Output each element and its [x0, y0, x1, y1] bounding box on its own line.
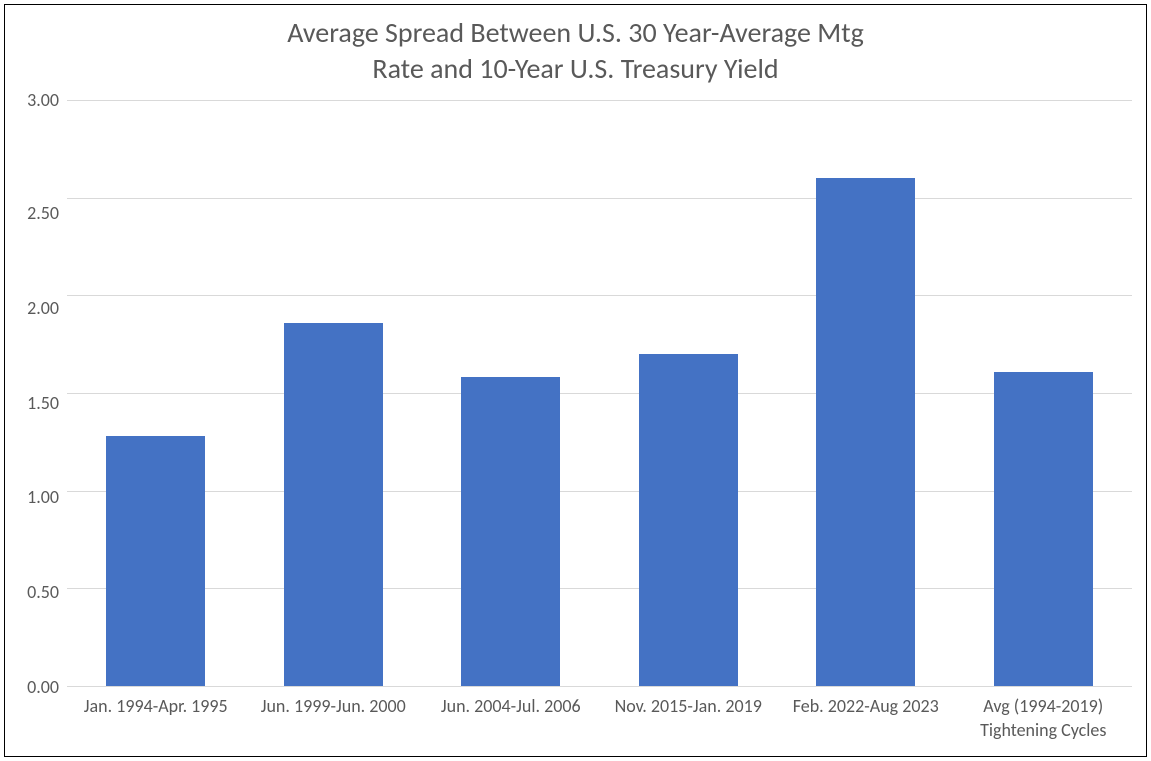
- bar-slot: [955, 100, 1133, 686]
- y-tick: 0.50: [27, 583, 59, 601]
- bar: [639, 354, 738, 686]
- bars-row: [67, 100, 1132, 686]
- y-tick: 0.00: [27, 678, 59, 696]
- bar: [461, 377, 560, 686]
- chart-title: Average Spread Between U.S. 30 Year-Aver…: [19, 15, 1132, 88]
- plot-area: 3.00 2.50 2.00 1.50 1.00 0.50 0.00 Jan. …: [19, 100, 1132, 742]
- bar: [106, 436, 205, 686]
- bar-slot: [67, 100, 245, 686]
- chart-container: Average Spread Between U.S. 30 Year-Aver…: [4, 4, 1147, 757]
- x-axis: Jan. 1994-Apr. 1995Jun. 1999-Jun. 2000Ju…: [19, 687, 1132, 742]
- y-tick: 1.00: [27, 488, 59, 506]
- y-tick: 3.00: [27, 91, 59, 109]
- y-tick: 2.50: [27, 204, 59, 222]
- bar-slot: [777, 100, 955, 686]
- x-labels: Jan. 1994-Apr. 1995Jun. 1999-Jun. 2000Ju…: [67, 687, 1132, 742]
- bar: [284, 323, 383, 687]
- plot-grid: 3.00 2.50 2.00 1.50 1.00 0.50 0.00: [19, 100, 1132, 687]
- bar: [816, 178, 915, 686]
- y-tick: 2.00: [27, 299, 59, 317]
- bar-slot: [422, 100, 600, 686]
- y-tick: 1.50: [27, 394, 59, 412]
- chart-title-line2: Rate and 10-Year U.S. Treasury Yield: [372, 51, 778, 86]
- y-axis: 3.00 2.50 2.00 1.50 1.00 0.50 0.00: [19, 100, 67, 687]
- x-axis-label: Jun. 1999-Jun. 2000: [245, 695, 423, 742]
- x-axis-label: Avg (1994-2019) Tightening Cycles: [955, 695, 1133, 742]
- bar-slot: [600, 100, 778, 686]
- x-axis-label: Nov. 2015-Jan. 2019: [600, 695, 778, 742]
- x-axis-label: Jan. 1994-Apr. 1995: [67, 695, 245, 742]
- chart-title-line1: Average Spread Between U.S. 30 Year-Aver…: [287, 15, 864, 50]
- bars-area: [67, 100, 1132, 687]
- x-axis-label: Jun. 2004-Jul. 2006: [422, 695, 600, 742]
- bar-slot: [245, 100, 423, 686]
- bar: [994, 372, 1093, 687]
- x-axis-label: Feb. 2022-Aug 2023: [777, 695, 955, 742]
